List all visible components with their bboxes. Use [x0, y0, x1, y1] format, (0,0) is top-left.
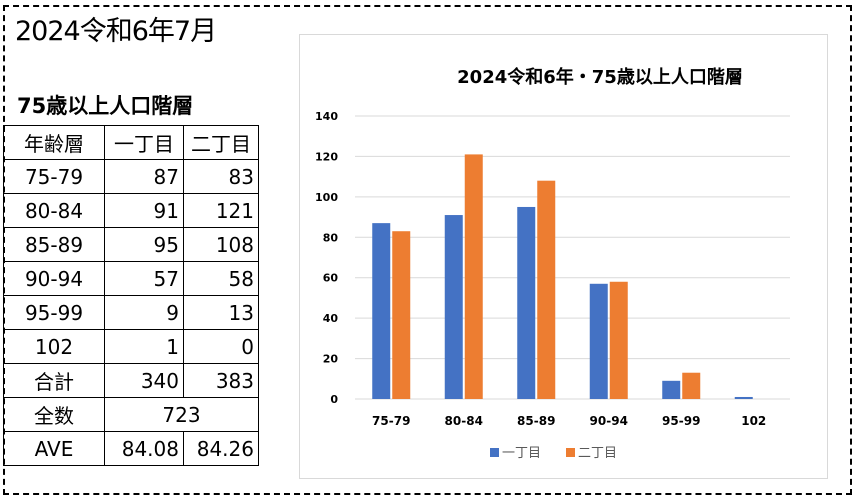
- cell-2chome: 108: [183, 227, 259, 262]
- row-label: 75-79: [3, 159, 105, 194]
- bar-series2: [682, 372, 701, 399]
- y-tick-label: 20: [323, 353, 339, 366]
- cell-2chome: 83: [183, 159, 259, 194]
- cell-1chome: 1: [104, 329, 184, 364]
- ave-1chome: 84.08: [104, 431, 184, 466]
- cell-2chome: 0: [183, 329, 259, 364]
- y-tick-label: 40: [323, 312, 339, 325]
- bar-series1: [372, 223, 391, 399]
- y-tick-label: 100: [315, 191, 338, 204]
- table-row-total: 全数 723: [3, 397, 259, 432]
- y-tick-label: 60: [323, 272, 339, 285]
- chart-title: 2024令和6年・75歳以上人口階層: [457, 66, 743, 88]
- age-table: 年齢層 一丁目 二丁目 75-79 87 83 80-84 91 121 85-…: [3, 125, 259, 466]
- legend-swatch: [490, 448, 499, 457]
- table-row: 95-99 9 13: [3, 295, 259, 330]
- table-title: 75歳以上人口階層: [17, 94, 194, 118]
- y-tick-label: 140: [315, 110, 338, 123]
- cell-2chome: 121: [183, 193, 259, 228]
- bar-series1: [662, 380, 681, 399]
- chart-area: 2024令和6年・75歳以上人口階層 0 20 40 60 80 100 120 140 75-7…: [299, 34, 828, 479]
- bar-chart: 2024令和6年・75歳以上人口階層 0 20 40 60 80 100 120 140 75-7…: [315, 66, 790, 461]
- total-value: 723: [104, 397, 259, 432]
- legend-label: 一丁目: [502, 446, 541, 461]
- cell-2chome: 58: [183, 261, 259, 296]
- x-tick-label: 85-89: [517, 414, 555, 428]
- sum-1chome: 340: [104, 363, 184, 398]
- cell-1chome: 57: [104, 261, 184, 296]
- table-row: 85-89 95 108: [3, 227, 259, 262]
- bar-series2: [537, 180, 556, 399]
- header-age-group: 年齢層: [3, 125, 105, 160]
- ave-2chome: 84.26: [183, 431, 259, 466]
- row-label: 102: [3, 329, 105, 364]
- cell-1chome: 9: [104, 295, 184, 330]
- bar-series1: [444, 215, 463, 399]
- row-label: 95-99: [3, 295, 105, 330]
- bar-series1: [589, 283, 608, 399]
- header-1chome: 一丁目: [104, 125, 184, 160]
- header-2chome: 二丁目: [183, 125, 259, 160]
- bar-series2: [609, 281, 628, 399]
- cell-1chome: 95: [104, 227, 184, 262]
- table-row-average: AVE 84.08 84.26: [3, 431, 259, 466]
- x-tick-label: 90-94: [590, 414, 628, 428]
- table-row: 80-84 91 121: [3, 193, 259, 228]
- legend-swatch: [566, 448, 575, 457]
- x-tick-label: 102: [741, 414, 766, 428]
- table-row: 90-94 57 58: [3, 261, 259, 296]
- cell-2chome: 13: [183, 295, 259, 330]
- table-row-sum: 合計 340 383: [3, 363, 259, 398]
- table-header-row: 年齢層 一丁目 二丁目: [3, 125, 259, 160]
- page-title: 2024令和6年7月: [15, 16, 217, 47]
- total-label: 全数: [3, 397, 105, 432]
- row-label: 85-89: [3, 227, 105, 262]
- table-row: 75-79 87 83: [3, 159, 259, 194]
- sum-label: 合計: [3, 363, 105, 398]
- cell-1chome: 87: [104, 159, 184, 194]
- bar-series2: [392, 231, 411, 399]
- bar-series1: [517, 206, 536, 399]
- x-tick-label: 95-99: [662, 414, 700, 428]
- ave-label: AVE: [3, 431, 105, 466]
- x-tick-label: 75-79: [372, 414, 410, 428]
- y-tick-label: 0: [330, 393, 338, 406]
- y-tick-label: 80: [323, 231, 339, 244]
- x-tick-label: 80-84: [445, 414, 483, 428]
- bar-series2: [464, 154, 483, 399]
- legend-label: 二丁目: [578, 446, 617, 461]
- table-row: 102 1 0: [3, 329, 259, 364]
- row-label: 90-94: [3, 261, 105, 296]
- cell-1chome: 91: [104, 193, 184, 228]
- row-label: 80-84: [3, 193, 105, 228]
- y-tick-label: 120: [315, 150, 338, 163]
- sum-2chome: 383: [183, 363, 259, 398]
- bar-series1: [734, 396, 753, 399]
